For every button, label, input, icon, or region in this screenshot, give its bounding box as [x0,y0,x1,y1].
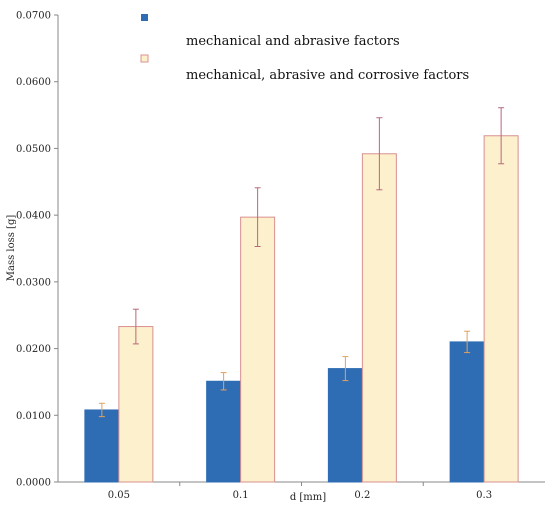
bar [240,216,276,483]
x-tick-label: 0.3 [476,490,492,501]
y-axis-title: Mass loss [g] [6,215,17,282]
bar [206,380,242,483]
legend-label-mechanical-abrasive: mechanical and abrasive factors [186,34,400,49]
bar [118,326,154,483]
x-ticks: 0.05 0.1 0.2 0.3 [108,482,492,501]
bar [84,409,120,483]
y-tick-label: 0.0400 [16,211,51,222]
bar [483,135,519,483]
legend-label-mechanical-abrasive-corrosive: mechanical, abrasive and corrosive facto… [186,68,469,83]
bar [361,153,397,483]
x-tick-label: 0.05 [108,490,130,501]
y-tick-label: 0.0600 [16,77,51,88]
x-axis-title: d [mm] [290,492,326,503]
y-tick-label: 0.0500 [16,144,51,155]
bar [327,368,363,483]
bar [449,341,485,483]
x-tick-label: 0.1 [233,490,249,501]
legend-swatch-mechanical-abrasive [141,14,148,21]
legend-swatch-mechanical-abrasive-corrosive [140,54,149,63]
y-tick-label: 0.0100 [16,411,51,422]
y-tick-label: 0.0700 [16,11,51,22]
y-tick-label: 0.0300 [16,277,51,288]
y-tick-label: 0.0200 [16,344,51,355]
bars [84,107,519,483]
x-tick-label: 0.2 [354,490,370,501]
y-ticks: 0.0000 0.0100 0.0200 0.0300 0.0400 0.0500 0.06… [16,11,58,489]
y-tick-label: 0.0000 [16,478,51,489]
legend: mechanical and abrasive factors mechanic… [140,14,469,83]
